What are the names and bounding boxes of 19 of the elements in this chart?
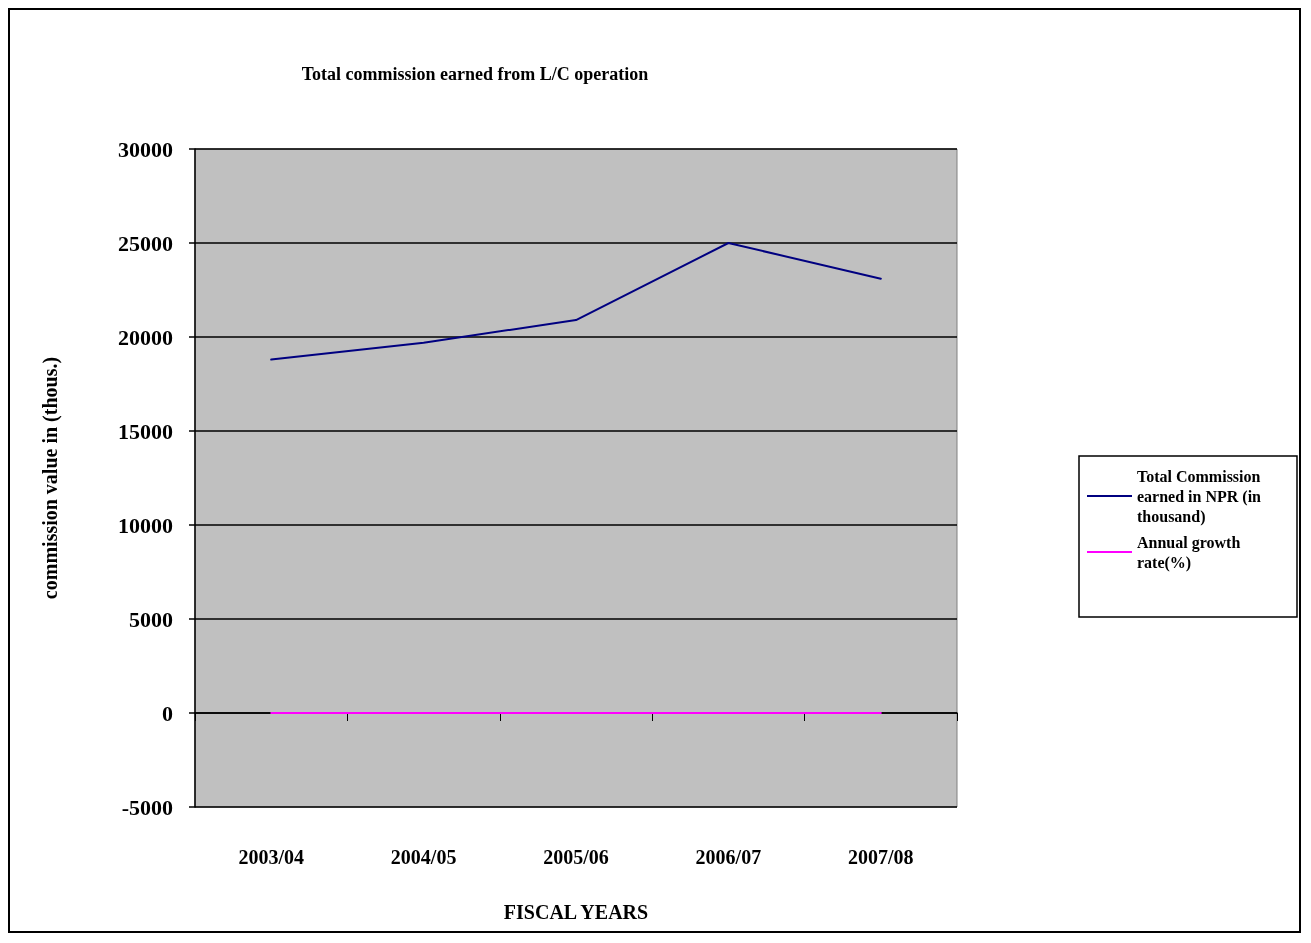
x-tick-label: 2003/04 bbox=[238, 846, 304, 868]
legend-label: Annual growth rate(%) bbox=[1137, 533, 1245, 572]
x-tick-label: 2005/06 bbox=[543, 846, 609, 868]
x-tick-label: 2007/08 bbox=[848, 846, 914, 868]
y-tick-label: 0 bbox=[162, 700, 173, 726]
x-tick-label: 2004/05 bbox=[390, 846, 457, 868]
y-tick-label: 30000 bbox=[118, 136, 173, 162]
y-axis-title: commission value in (thous.) bbox=[39, 356, 62, 600]
y-tick-label: 25000 bbox=[118, 230, 173, 256]
line-series bbox=[270, 242, 882, 361]
x-axis-title: FISCAL YEARS bbox=[503, 901, 649, 923]
y-tick-label: -5000 bbox=[121, 794, 173, 820]
y-tick-label: 10000 bbox=[118, 512, 173, 538]
y-tick-label: 5000 bbox=[129, 606, 173, 632]
y-tick-label: 20000 bbox=[118, 324, 173, 350]
chart-title: Total commission earned from L/C operation bbox=[301, 64, 649, 84]
x-tick-label: 2006/07 bbox=[695, 846, 762, 868]
legend-label: Total Commission earned in NPR (in thousand) bbox=[1137, 467, 1265, 526]
y-tick-label: 15000 bbox=[118, 418, 173, 444]
